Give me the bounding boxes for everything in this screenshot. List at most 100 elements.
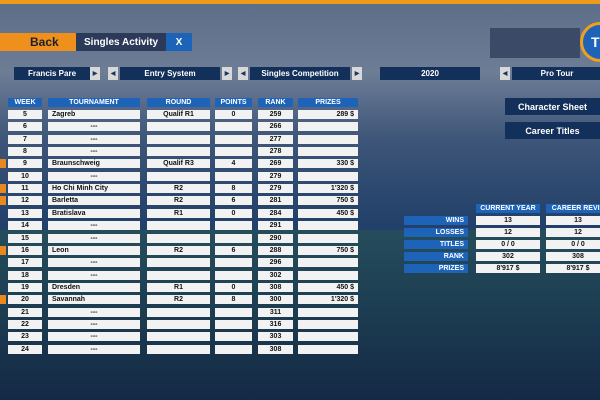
stats-value: 0 / 0: [476, 240, 540, 249]
nav-arrow[interactable]: ▶: [222, 67, 232, 80]
nav-field: Singles Competition: [250, 67, 350, 80]
cell: [147, 270, 210, 280]
cell: [298, 122, 358, 132]
cell: 288: [258, 245, 293, 255]
tournament-icon: [0, 184, 6, 194]
stats-label: RANK: [404, 252, 468, 261]
cell: [147, 134, 210, 144]
nav-arrow[interactable]: ◀: [500, 67, 510, 80]
cell: [298, 221, 358, 231]
side-button[interactable]: Character Sheet: [505, 98, 600, 115]
cell: [215, 122, 252, 132]
column-header: PRIZES: [298, 98, 358, 107]
cell: [298, 270, 358, 280]
nav-field: Francis Pare: [14, 67, 90, 80]
cell: [298, 332, 358, 342]
cell: [147, 332, 210, 342]
cell: 7: [8, 134, 42, 144]
cell: [215, 233, 252, 243]
cell: 750 $: [298, 245, 358, 255]
cell: [215, 319, 252, 329]
nav-arrow[interactable]: ◀: [238, 67, 248, 80]
cell: 316: [258, 319, 293, 329]
cell: 0: [215, 282, 252, 292]
cell: 17: [8, 258, 42, 268]
cell: 291: [258, 221, 293, 231]
column-header: POINTS: [215, 98, 252, 107]
cell: 269: [258, 159, 293, 169]
cell: [298, 258, 358, 268]
cell: 16: [8, 245, 42, 255]
nav-arrow[interactable]: ▶: [90, 67, 100, 80]
cell: [215, 171, 252, 181]
cell: 5: [8, 110, 42, 119]
cell: 284: [258, 208, 293, 218]
column-header: ROUND: [147, 98, 210, 107]
cell: 14: [8, 221, 42, 231]
cell: ---: [48, 134, 140, 144]
nav-field: Pro Tour: [512, 67, 600, 80]
cell: [298, 307, 358, 317]
stats-value: 302: [476, 252, 540, 261]
stats-value: 8'917 $: [546, 264, 600, 273]
cell: 289 $: [298, 110, 358, 119]
cell: Barletta: [48, 196, 140, 206]
side-button[interactable]: Career Titles: [505, 122, 600, 139]
cell: [147, 147, 210, 157]
cell: R1: [147, 282, 210, 292]
cell: 12: [8, 196, 42, 206]
cell: [147, 319, 210, 329]
cell: R1: [147, 208, 210, 218]
cell: ---: [48, 258, 140, 268]
cell: 330 $: [298, 159, 358, 169]
cell: 308: [258, 282, 293, 292]
cell: Qualif R3: [147, 159, 210, 169]
cell: 19: [8, 282, 42, 292]
close-button[interactable]: X: [166, 33, 192, 51]
cell: R2: [147, 245, 210, 255]
cell: 296: [258, 258, 293, 268]
stats-header: CURRENT YEAR: [476, 204, 540, 213]
cell: 450 $: [298, 208, 358, 218]
cell: 300: [258, 295, 293, 305]
nav-arrow[interactable]: ▶: [352, 67, 362, 80]
cell: 302: [258, 270, 293, 280]
cell: R2: [147, 295, 210, 305]
cell: 277: [258, 134, 293, 144]
stats-value: 0 / 0: [546, 240, 600, 249]
stats-label: LOSSES: [404, 228, 468, 237]
page-title: Singles Activity: [76, 33, 166, 51]
cell: 6: [215, 245, 252, 255]
cell: 18: [8, 270, 42, 280]
cell: 311: [258, 307, 293, 317]
cell: ---: [48, 270, 140, 280]
cell: 4: [215, 159, 252, 169]
nav-arrow[interactable]: ◀: [108, 67, 118, 80]
cell: 23: [8, 332, 42, 342]
cell: 20: [8, 295, 42, 305]
cell: [215, 134, 252, 144]
cell: [147, 221, 210, 231]
cell: 290: [258, 233, 293, 243]
cell: [298, 344, 358, 354]
cell: R2: [147, 196, 210, 206]
stats-value: 308: [546, 252, 600, 261]
cell: 1'320 $: [298, 184, 358, 194]
cell: 13: [8, 208, 42, 218]
cell: Bratislava: [48, 208, 140, 218]
cell: [147, 258, 210, 268]
stats-value: 8'917 $: [476, 264, 540, 273]
cell: [147, 307, 210, 317]
cell: [215, 307, 252, 317]
cell: Braunschweig: [48, 159, 140, 169]
logo: TE: [580, 22, 600, 62]
cell: [147, 233, 210, 243]
stats-label: WINS: [404, 216, 468, 225]
stats-label: TITLES: [404, 240, 468, 249]
back-button[interactable]: Back: [0, 33, 76, 51]
tournament-icon: [0, 295, 6, 305]
cell: 8: [8, 147, 42, 157]
column-header: RANK: [258, 98, 293, 107]
cell: ---: [48, 319, 140, 329]
